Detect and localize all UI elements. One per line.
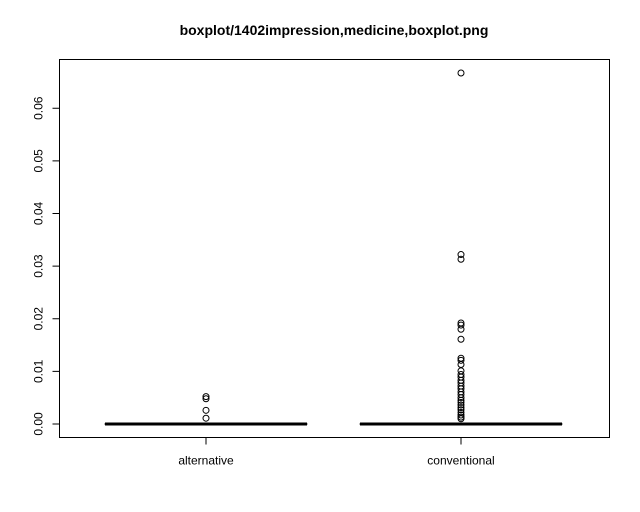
outlier-point [457,361,465,369]
outlier-point [202,414,210,422]
outlier-point [457,356,465,364]
boxes-group [104,69,563,426]
outlier-point [202,395,210,403]
outlier-point [457,69,465,77]
x-tick-label-conventional: conventional [427,454,494,468]
box-conventional [359,69,563,426]
outlier-point [457,404,465,412]
outlier-point [202,393,210,401]
outlier-point [457,321,465,329]
y-tick-label: 0.06 [32,96,46,120]
outlier-point [457,396,465,404]
outlier-point [457,251,465,259]
y-tick-label: 0.03 [32,254,46,278]
outlier-point [202,406,210,414]
x-tick-label-alternative: alternative [178,454,234,468]
plot-area-frame [59,59,610,438]
box-alternative [104,393,308,426]
outlier-point [457,394,465,402]
y-tick-label: 0.02 [32,307,46,331]
outlier-point [457,406,465,414]
outlier-point [457,398,465,406]
y-tick-label: 0.05 [32,149,46,173]
chart-title: boxplot/1402impression,medicine,boxplot.… [180,22,489,38]
y-axis: 0.00 0.01 0.02 0.03 0.04 0.05 0.06 [32,96,60,436]
outlier-point [457,255,465,263]
y-tick-label: 0.04 [32,202,46,226]
y-tick-label: 0.01 [32,359,46,383]
y-tick-label: 0.00 [32,412,46,436]
outlier-point [457,335,465,343]
outlier-point [457,411,465,419]
outlier-point [457,325,465,333]
outlier-point [457,415,465,423]
outlier-point [457,401,465,409]
x-axis: alternative conventional [178,437,495,468]
